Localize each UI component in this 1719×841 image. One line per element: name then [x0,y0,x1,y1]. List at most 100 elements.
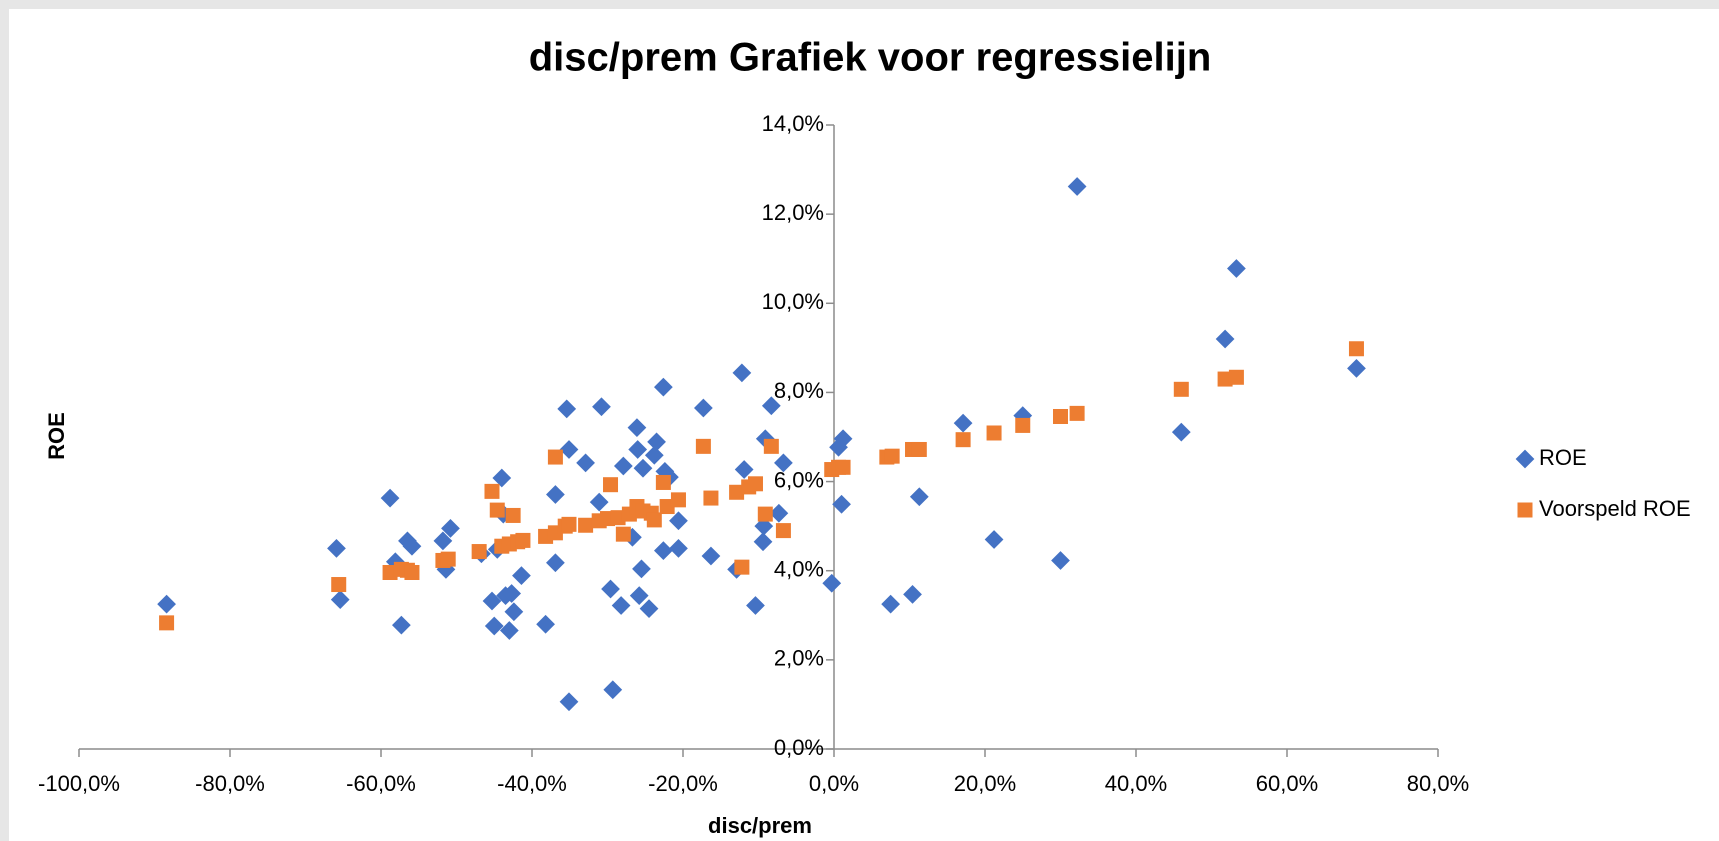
data-point [629,586,649,606]
data-point [903,584,922,604]
data-point [615,526,631,542]
data-point [729,484,745,500]
data-point [1228,369,1244,385]
x-tick-label: -80,0% [195,771,265,796]
data-point [653,541,673,561]
data-point [1015,417,1031,433]
x-tick-label: -20,0% [648,771,718,796]
data-point [515,532,531,548]
data-point [734,559,750,575]
data-point [380,488,400,508]
data-point [757,506,773,522]
data-point [331,577,347,593]
data-point [157,594,176,614]
data-point [669,539,688,558]
data-point [659,499,675,515]
data-point [746,596,765,615]
data-point [669,511,688,531]
x-axis-title: disc/prem [708,813,812,838]
data-point [984,530,1004,549]
y-tick-label: 0,0% [774,735,824,760]
data-point [1347,358,1366,378]
data-point [489,502,505,518]
data-point [953,413,973,433]
data-point [655,474,671,490]
data-point [433,531,453,551]
data-point [576,453,595,473]
data-point [499,621,519,640]
data-point [694,398,713,418]
data-point [769,503,789,523]
data-point [955,432,971,448]
data-point [536,614,555,634]
data-point [504,602,524,622]
data-point [647,432,666,452]
data-point [559,440,579,459]
data-point [611,596,631,615]
data-point [1171,422,1191,442]
x-tick-label: -60,0% [346,771,416,796]
legend-label: Voorspeld ROE [1539,496,1691,521]
data-point [382,564,398,580]
data-point [909,487,929,507]
data-point [774,453,793,473]
y-tick-label: 12,0% [762,200,824,225]
data-point [632,559,651,579]
data-point [613,456,633,476]
y-tick-label: 4,0% [774,557,824,582]
data-point [546,553,565,573]
data-point [822,573,842,593]
data-point [610,510,626,526]
data-point [1348,341,1364,357]
x-tick-label: 60,0% [1256,771,1318,796]
data-point [775,523,791,539]
data-point [701,546,721,566]
data-point [603,680,623,700]
data-point [835,459,851,475]
y-tick-label: 8,0% [774,378,824,403]
data-point [1215,329,1235,349]
data-point [884,448,900,464]
data-point [589,492,609,512]
data-point [832,494,851,514]
data-point [753,532,773,552]
data-point [695,438,711,454]
data-point [440,551,456,567]
data-point [639,599,659,618]
data-point [512,566,531,585]
y-tick-label: 6,0% [774,467,824,492]
data-point [1053,408,1068,424]
data-point [633,458,653,478]
data-point [484,616,504,636]
data-point [1227,259,1246,278]
data-point [833,429,853,449]
data-point [547,449,563,465]
data-point [601,579,620,599]
data-point [484,483,500,499]
x-tick-label: -40,0% [497,771,567,796]
y-tick-label: 2,0% [774,646,824,671]
data-point [732,363,752,383]
x-tick-label: 40,0% [1105,771,1167,796]
data-point [505,507,521,523]
data-point [653,377,673,397]
data-point [392,615,411,635]
data-point [670,492,686,508]
data-point [330,590,350,610]
data-point [1173,381,1189,397]
data-point [734,460,754,479]
data-point [627,418,647,438]
data-point [911,441,927,457]
chart-area [9,9,1719,841]
data-point [482,591,502,611]
data-point [603,477,619,493]
x-tick-label: 20,0% [954,771,1016,796]
x-tick-label: 80,0% [1407,771,1469,796]
chart-title: disc/prem Grafiek voor regressielijn [529,36,1212,80]
data-point [763,438,779,454]
data-point [327,539,346,558]
legend-marker [1517,502,1533,518]
data-point [1067,177,1087,196]
data-point [578,517,594,533]
